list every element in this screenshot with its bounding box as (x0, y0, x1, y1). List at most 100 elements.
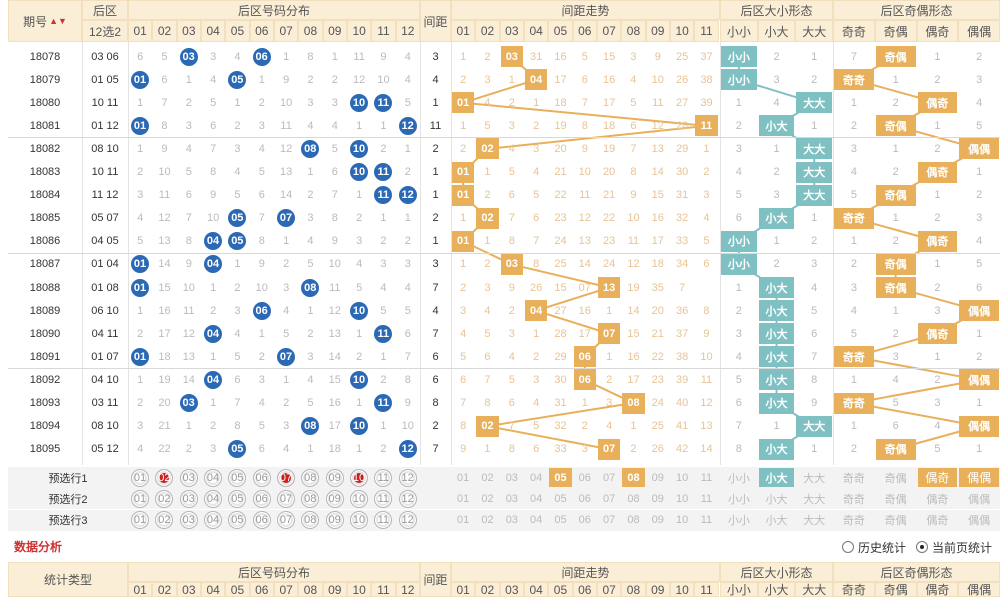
row-separator (8, 368, 1000, 370)
pick-gap[interactable]: 09 (651, 492, 664, 505)
pick-ball[interactable]: 09 (325, 489, 344, 508)
pick-ball[interactable]: 09 (325, 511, 344, 530)
pick-ball[interactable]: 05 (228, 468, 247, 487)
pick-gap[interactable]: 06 (578, 471, 591, 484)
pick-ball[interactable]: 06 (252, 489, 271, 508)
pick-gap[interactable]: 05 (549, 468, 572, 487)
pick-size[interactable]: 小小 (727, 515, 750, 528)
pick-gap[interactable]: 10 (676, 514, 689, 527)
pick-gap[interactable]: 06 (578, 492, 591, 505)
pick-ball[interactable]: 02 (155, 511, 174, 530)
pick-gap[interactable]: 03 (505, 492, 518, 505)
pick-gap[interactable]: 02 (481, 514, 494, 527)
pick-gap[interactable]: 04 (530, 514, 543, 527)
pick-parity[interactable]: 偶奇 (926, 515, 949, 528)
pick-ball[interactable]: 12 (398, 489, 417, 508)
pick-parity[interactable]: 偶偶 (959, 468, 999, 487)
pick-size[interactable]: 小小 (727, 472, 750, 485)
pick-gap[interactable]: 05 (554, 492, 567, 505)
pick-parity[interactable]: 奇偶 (884, 515, 907, 528)
pick-gap[interactable]: 11 (700, 471, 713, 484)
pick-ball[interactable]: 06 (252, 468, 271, 487)
pick-ball[interactable]: 03 (179, 511, 198, 530)
pick-gap[interactable]: 10 (676, 471, 689, 484)
pick-ball[interactable]: 08 (301, 468, 320, 487)
pick-parity[interactable]: 偶偶 (968, 515, 991, 528)
pick-ball[interactable]: 11 (374, 489, 393, 508)
pick-parity[interactable]: 偶奇 (926, 493, 949, 506)
pick-ball[interactable]: 01 (131, 511, 149, 530)
pick-ball[interactable]: 01 (131, 468, 149, 487)
pick-ball[interactable]: 12 (398, 468, 417, 487)
pick-gap[interactable]: 11 (700, 514, 713, 527)
pick-gap[interactable]: 11 (700, 492, 713, 505)
pick-gap[interactable]: 03 (505, 471, 518, 484)
pick-ball[interactable]: 07 (276, 511, 295, 530)
pick-gap[interactable]: 06 (578, 514, 591, 527)
dist-miss: 11 (280, 119, 292, 132)
pick-gap[interactable]: 07 (603, 492, 616, 505)
pick-ball[interactable]: 04 (203, 489, 222, 508)
page-stat-option[interactable]: 当前页统计 (912, 538, 996, 556)
history-stat-option[interactable]: 历史统计 (838, 538, 910, 556)
pick-size[interactable]: 大大 (803, 472, 826, 485)
pick-ball[interactable]: 03 (179, 468, 198, 487)
pick-size[interactable]: 小小 (727, 493, 750, 506)
pick-gap[interactable]: 10 (676, 492, 689, 505)
pick-gap[interactable]: 08 (627, 514, 640, 527)
radio-icon[interactable] (841, 541, 854, 553)
pick-gap[interactable]: 04 (530, 471, 543, 484)
pick-size[interactable]: 大大 (803, 493, 826, 506)
pick-ball[interactable]: 08 (301, 489, 320, 508)
pick-size[interactable]: 小大 (765, 493, 788, 506)
pick-gap[interactable]: 08 (622, 468, 645, 487)
pick-gap[interactable]: 07 (603, 471, 616, 484)
pick-size[interactable]: 小大 (758, 468, 795, 487)
pick-ball[interactable]: 10 (349, 511, 368, 530)
pick-ball[interactable]: 10 (349, 468, 368, 487)
pick-gap[interactable]: 08 (627, 492, 640, 505)
pick-gap[interactable]: 01 (457, 514, 470, 527)
pick-gap[interactable]: 03 (505, 514, 518, 527)
pick-ball[interactable]: 06 (252, 511, 271, 530)
pick-ball[interactable]: 02 (155, 468, 174, 487)
radio-checked-icon[interactable] (915, 541, 928, 553)
pick-ball[interactable]: 07 (276, 489, 295, 508)
pick-parity[interactable]: 奇偶 (884, 472, 907, 485)
pick-size[interactable]: 大大 (803, 515, 826, 528)
pick-ball[interactable]: 11 (374, 511, 393, 530)
pick-parity[interactable]: 奇奇 (842, 472, 865, 485)
sort-icon[interactable]: ▲▼ (49, 16, 67, 26)
stat-gapnum: 03 (499, 582, 524, 597)
gap-miss: 23 (554, 212, 567, 225)
stat-gapnum: 04 (523, 582, 549, 597)
pick-gap[interactable]: 09 (651, 471, 664, 484)
pick-ball[interactable]: 07 (276, 468, 295, 487)
pick-parity[interactable]: 奇奇 (842, 515, 865, 528)
pick-size[interactable]: 小大 (765, 515, 788, 528)
pick-parity[interactable]: 奇奇 (842, 493, 865, 506)
pick-ball[interactable]: 09 (325, 468, 344, 487)
pick-ball[interactable]: 01 (131, 489, 149, 508)
pick-ball[interactable]: 05 (228, 511, 247, 530)
pick-ball[interactable]: 11 (374, 468, 393, 487)
pick-ball[interactable]: 04 (203, 511, 222, 530)
pick-gap[interactable]: 02 (481, 471, 494, 484)
pick-parity[interactable]: 奇偶 (884, 493, 907, 506)
pick-ball[interactable]: 02 (155, 489, 174, 508)
pick-ball[interactable]: 08 (301, 511, 320, 530)
pick-parity[interactable]: 偶奇 (917, 468, 958, 487)
pick-ball[interactable]: 05 (228, 489, 247, 508)
pick-ball[interactable]: 10 (349, 489, 368, 508)
pick-parity[interactable]: 偶偶 (968, 493, 991, 506)
pick-gap[interactable]: 09 (651, 514, 664, 527)
pick-ball[interactable]: 04 (203, 468, 222, 487)
pick-ball[interactable]: 12 (398, 511, 417, 530)
pick-ball[interactable]: 03 (179, 489, 198, 508)
pick-gap[interactable]: 07 (603, 514, 616, 527)
pick-gap[interactable]: 04 (530, 492, 543, 505)
pick-gap[interactable]: 05 (554, 514, 567, 527)
pick-gap[interactable]: 01 (457, 471, 470, 484)
pick-gap[interactable]: 02 (481, 492, 494, 505)
pick-gap[interactable]: 01 (457, 492, 470, 505)
